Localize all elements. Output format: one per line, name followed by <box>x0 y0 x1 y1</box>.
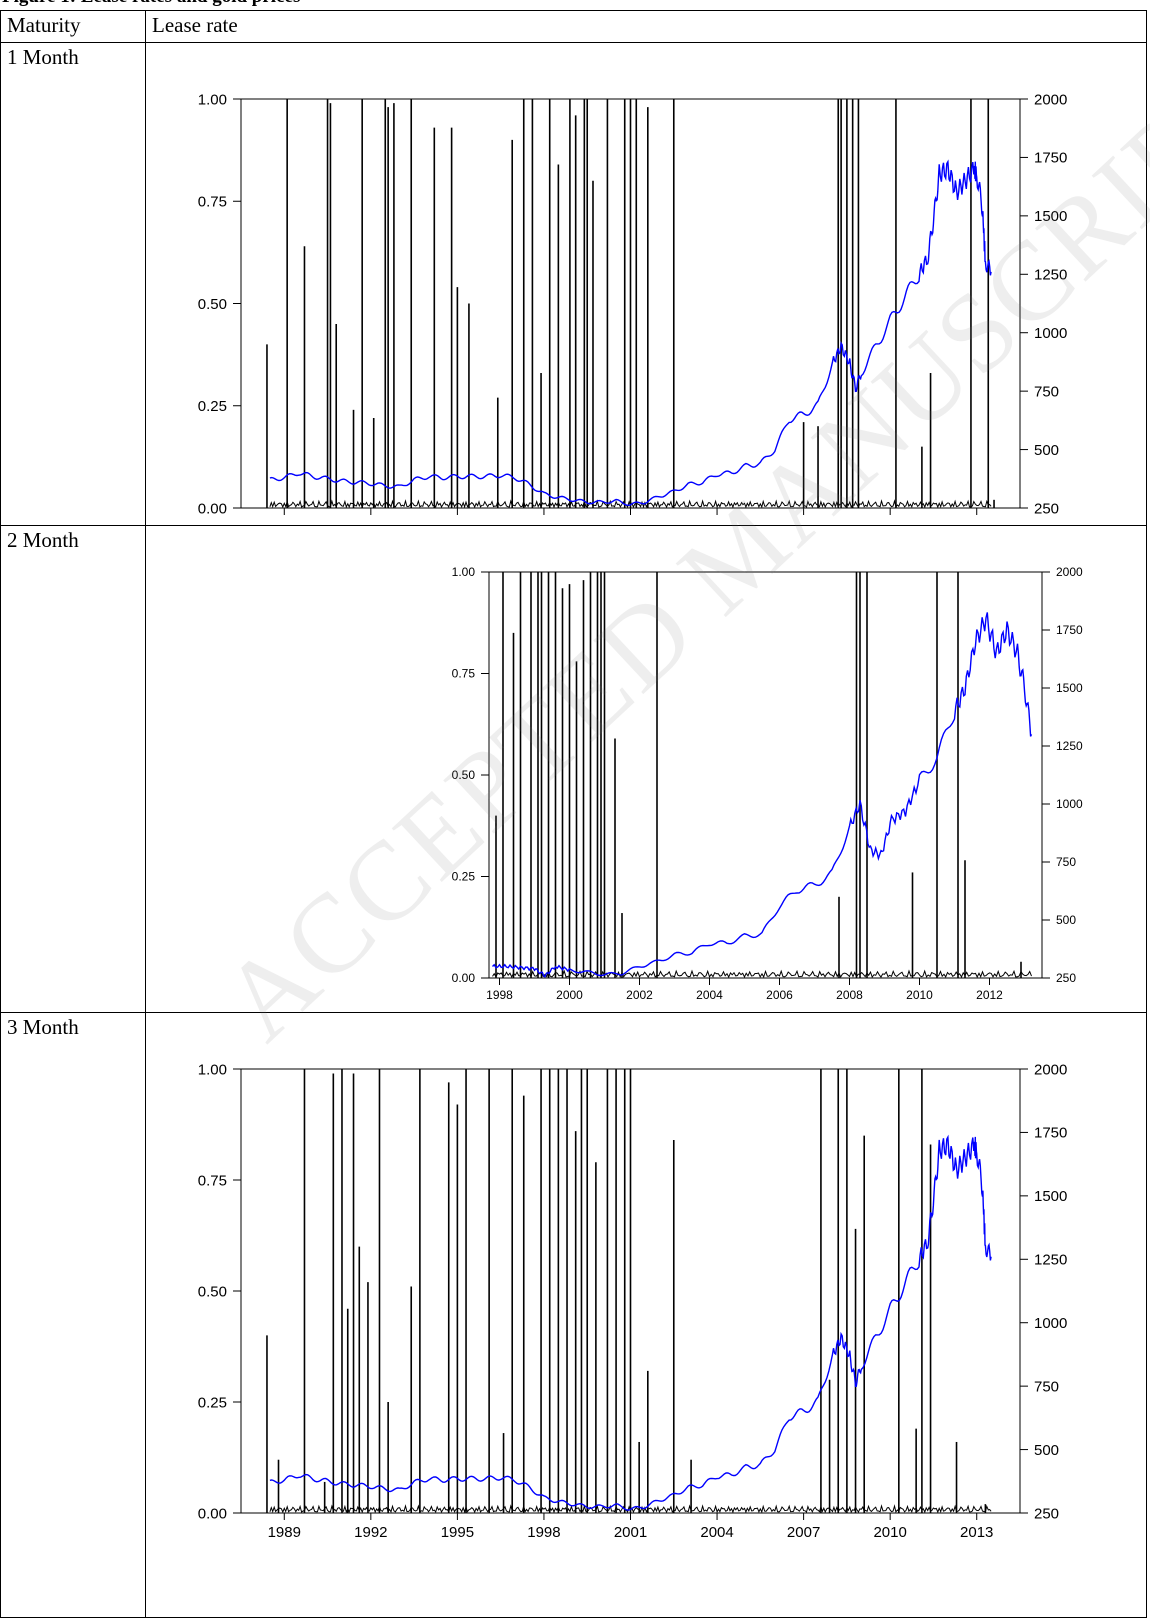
lease-rate-baseline <box>269 1504 992 1514</box>
gold-price-line <box>269 159 992 507</box>
figure-title-text: Figure 1: Lease rates and gold prices <box>2 0 300 8</box>
y-right-tick-label: 1750 <box>1056 623 1083 637</box>
maturity-cell: 3 Month <box>0 1012 146 1618</box>
y-left-tick-label: 0.00 <box>198 500 227 517</box>
gold-price-line <box>492 612 1033 978</box>
y-left-tick-label: 0.25 <box>198 1394 227 1411</box>
y-right-tick-label: 500 <box>1056 913 1076 927</box>
y-right-tick-label: 1500 <box>1034 208 1067 225</box>
x-tick-label: 2010 <box>906 988 933 1002</box>
x-tick-label: 2002 <box>626 988 653 1002</box>
y-right-tick-label: 250 <box>1034 500 1059 517</box>
y-left-tick-label: 0.00 <box>452 971 476 985</box>
y-left-tick-label: 0.25 <box>452 870 476 884</box>
x-tick-label: 2000 <box>556 988 583 1002</box>
figure-title: Figure 1: Lease rates and gold prices <box>0 0 1150 10</box>
x-tick-label: 1998 <box>527 1524 560 1541</box>
x-tick-label: 2008 <box>836 988 863 1002</box>
y-right-tick-label: 1000 <box>1034 325 1067 342</box>
x-tick-label: 1998 <box>486 988 513 1002</box>
x-tick-label: 2010 <box>873 1524 906 1541</box>
y-right-tick-label: 250 <box>1034 1505 1059 1522</box>
y-right-tick-label: 1250 <box>1034 267 1067 284</box>
y-right-tick-label: 1500 <box>1056 681 1083 695</box>
lease-rate-table: Maturity Lease rate 1 Month 0.00 0.25 0.50… <box>0 10 1147 1618</box>
y-left-tick-label: 0.50 <box>198 1283 227 1300</box>
y-right-tick-label: 2000 <box>1034 1061 1067 1078</box>
x-tick-label: 2013 <box>960 1524 993 1541</box>
x-tick-label: 2004 <box>696 988 723 1002</box>
y-right-tick-label: 1750 <box>1034 1125 1067 1142</box>
row-3-month: 3 Month 0.00 0.25 0.50 0.75 1.00 250 500 750 100… <box>0 1012 1147 1618</box>
y-right-tick-label: 1750 <box>1034 150 1067 167</box>
y-left-tick-label: 0.50 <box>198 296 227 313</box>
y-left-tick-label: 0.00 <box>198 1505 227 1522</box>
y-right-tick-label: 250 <box>1056 971 1076 985</box>
x-tick-label: 2001 <box>614 1524 647 1541</box>
x-tick-label: 2012 <box>976 988 1003 1002</box>
y-right-tick-label: 750 <box>1056 855 1076 869</box>
lease-rate-baseline <box>269 499 992 509</box>
x-tick-label: 1995 <box>441 1524 474 1541</box>
header-lease-rate: Lease rate <box>145 10 1147 43</box>
x-tick-label: 1989 <box>268 1524 301 1541</box>
y-right-tick-label: 2000 <box>1056 565 1083 579</box>
header-maturity: Maturity <box>0 10 146 43</box>
maturity-cell: 1 Month <box>0 42 146 526</box>
y-left-tick-label: 1.00 <box>452 565 476 579</box>
y-right-tick-label: 1250 <box>1034 1252 1067 1269</box>
y-right-tick-label: 1000 <box>1056 797 1083 811</box>
y-left-tick-label: 0.50 <box>452 768 476 782</box>
x-tick-label: 2004 <box>700 1524 733 1541</box>
y-left-tick-label: 0.75 <box>198 194 227 211</box>
y-right-tick-label: 750 <box>1034 383 1059 400</box>
y-right-tick-label: 2000 <box>1034 91 1067 108</box>
y-right-tick-label: 500 <box>1034 1442 1059 1459</box>
chart-cell-1-month: 0.00 0.25 0.50 0.75 1.00 250 500 750 1000 1250 150… <box>145 42 1147 536</box>
chart-3-month: 0.00 0.25 0.50 0.75 1.00 250 500 750 1000 1250 150… <box>198 1061 1068 1541</box>
y-right-tick-label: 750 <box>1034 1378 1059 1395</box>
chart-cell-2-month: 0.00 0.25 0.50 0.75 1.00 250 500 750 1000 1250 150… <box>145 525 1147 1013</box>
lease-rate-baseline <box>492 969 1032 979</box>
y-left-tick-label: 1.00 <box>198 1061 227 1078</box>
x-tick-label: 1992 <box>354 1524 387 1541</box>
y-right-tick-label: 500 <box>1034 442 1059 459</box>
row-2-month: 2 Month 0.00 0.25 0.50 0.75 1.00 250 500 750 100… <box>0 525 1147 1013</box>
gold-price-line <box>269 1134 992 1511</box>
x-tick-label: 2006 <box>766 988 793 1002</box>
y-right-tick-label: 1000 <box>1034 1315 1067 1332</box>
y-right-tick-label: 1500 <box>1034 1188 1067 1205</box>
chart-cell-3-month: 0.00 0.25 0.50 0.75 1.00 250 500 750 1000 1250 150… <box>145 1012 1147 1618</box>
maturity-cell: 2 Month <box>0 525 146 1013</box>
y-left-tick-label: 1.00 <box>198 91 227 108</box>
y-left-tick-label: 0.75 <box>198 1172 227 1189</box>
y-left-tick-label: 0.75 <box>452 667 476 681</box>
plot-frame <box>488 571 1043 979</box>
chart-2-month: 0.00 0.25 0.50 0.75 1.00 250 500 750 1000 1250 150… <box>452 565 1083 1002</box>
y-left-tick-label: 0.25 <box>198 398 227 415</box>
y-right-tick-label: 1250 <box>1056 739 1083 753</box>
chart-1-month: 0.00 0.25 0.50 0.75 1.00 250 500 750 1000 1250 150… <box>198 91 1068 536</box>
header-row: Maturity Lease rate <box>0 10 1147 43</box>
x-tick-label: 2007 <box>787 1524 820 1541</box>
row-1-month: 1 Month 0.00 0.25 0.50 0.75 1.00 250 500 750 100… <box>0 42 1147 536</box>
